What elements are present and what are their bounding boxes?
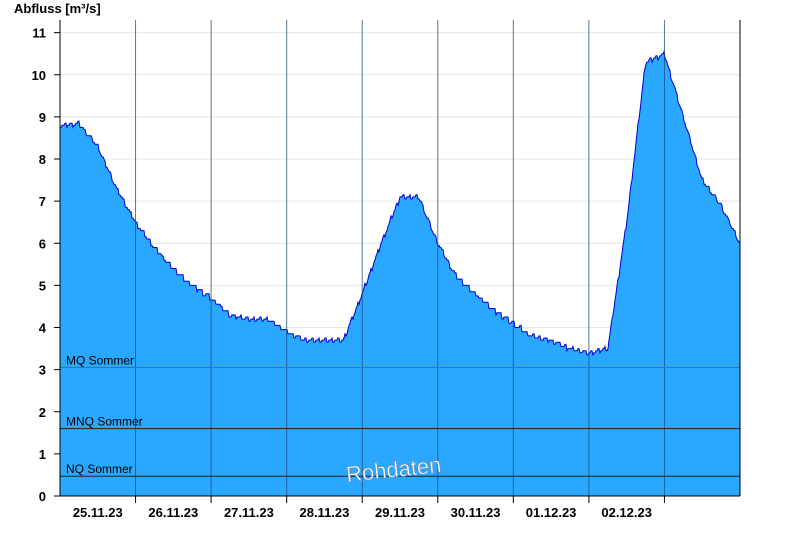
y-tick-label: 2 [39,405,46,420]
x-tick-label: 01.12.23 [526,505,577,520]
discharge-line [60,49,741,357]
x-tick-label: 28.11.23 [299,505,349,520]
x-tick-label: 26.11.23 [148,505,198,520]
y-tick-label: 9 [39,110,46,125]
y-tick-label: 6 [39,236,46,251]
x-ticks: 25.11.23 26.11.23 27.11.23 28.11.23 29.11.23… [73,496,665,520]
y-tick-label: 3 [39,363,46,378]
y-tick-label: 4 [39,321,47,336]
reference-lines: MQ Sommer MNQ Sommer NQ Sommer [60,354,740,477]
y-tick-label: 0 [39,489,46,504]
y-axis-title: Abfluss [m³/s] [14,1,101,16]
reference-label: NQ Sommer [66,462,133,476]
y-tick-label: 5 [39,278,46,293]
reference-label: MQ Sommer [66,354,134,368]
y-tick-label: 8 [39,152,46,167]
y-tick-label: 1 [39,447,46,462]
discharge-area [60,51,740,496]
y-tick-label: 10 [32,68,46,83]
x-tick-label: 29.11.23 [375,505,425,520]
y-ticks: 0 1 2 3 4 5 6 7 8 9 10 11 [32,26,60,504]
reference-label: MNQ Sommer [66,415,143,429]
x-tick-label: 27.11.23 [224,505,274,520]
axes [59,20,741,497]
y-tick-label: 7 [39,194,46,209]
x-tick-label: 02.12.23 [601,505,652,520]
x-tick-label: 25.11.23 [73,505,123,520]
day-separators [135,20,665,496]
x-tick-label: 30.11.23 [451,505,501,520]
y-tick-label: 11 [32,26,46,41]
